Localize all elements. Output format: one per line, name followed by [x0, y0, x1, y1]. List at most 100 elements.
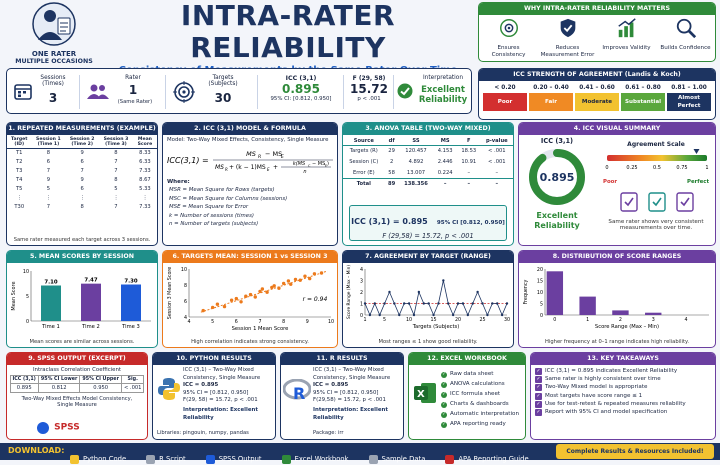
download-item-3[interactable]: SPSS Output	[205, 454, 262, 464]
y-tick-label: 3	[360, 279, 363, 285]
why-item: Reduces Measurement Error	[540, 17, 596, 59]
x-tick-label: 30	[504, 317, 510, 323]
scatter-point	[201, 308, 205, 313]
logo-caption-2: MULTIPLE OCCASIONS	[15, 58, 93, 65]
interpretation-stat: Interpretation Excellent Reliability	[397, 73, 469, 111]
bar	[612, 310, 629, 315]
table-cell: –	[480, 178, 513, 190]
scatter-point	[298, 278, 302, 282]
svg-text:− MS: − MS	[265, 150, 282, 158]
bar-value-label: 7.47	[84, 278, 98, 284]
panel-excel: 12. EXCEL WORKBOOK X ✓ Raw data sheet ✓ ANO…	[408, 352, 526, 440]
table-row: 0.895 0.812 0.950 < .001	[9, 383, 145, 393]
y-tick-label: 4	[360, 267, 363, 273]
table-cell: < .001	[488, 159, 506, 165]
panel6-footer: High correlation indicates strong consis…	[191, 339, 309, 345]
table-header: SS	[398, 137, 434, 146]
x-tick-label: 10	[328, 319, 334, 325]
table-cell: 18.53	[461, 148, 477, 155]
list-item-label: Use for test-retest & repeated measures …	[545, 400, 686, 407]
spss-heading: Intraclass Correlation Coefficient	[32, 367, 122, 373]
f-p: p < .001	[357, 96, 381, 102]
scatter-point	[253, 295, 257, 299]
excel-icon	[281, 454, 291, 464]
bar	[645, 312, 662, 315]
range-point	[496, 302, 499, 305]
panel-mean-scores: 5. MEAN SCORES BY SESSION 0 5 10 7.10 Time 1…	[6, 250, 158, 348]
y-tick-label: 2	[360, 290, 363, 296]
table-row: T1 8 9 8 8.33	[7, 149, 157, 158]
y-tick-label: 5	[26, 294, 29, 300]
range-point	[412, 313, 416, 317]
download-item-4[interactable]: Excel Workbook	[281, 454, 349, 464]
table-cell: 7	[114, 204, 118, 210]
svg-text:C: C	[308, 164, 311, 168]
x-tick-label: Time 3	[121, 324, 140, 330]
table-header: p-value	[480, 137, 513, 146]
strength-range: < 0.20	[494, 85, 516, 91]
range-point	[447, 302, 450, 305]
result-line: F(29,58) = 15.72, p < .001	[313, 397, 386, 404]
document-icon	[445, 454, 455, 464]
range-point	[481, 302, 484, 305]
bar	[579, 296, 596, 315]
svg-text:R: R	[293, 384, 305, 401]
range-point	[500, 313, 504, 317]
check-icon: ✓	[535, 384, 542, 392]
list-item-label: Two-Way Mixed model is appropriate	[545, 384, 648, 391]
table-header: Source	[343, 137, 385, 146]
table-header: Target (ID)	[7, 136, 32, 149]
x-tick-label: 8	[282, 319, 285, 325]
list-item: ✓ Report with 95% CI and model specificat…	[535, 408, 711, 417]
python-libs: Libraries: pingouin, numpy, pandas	[157, 430, 249, 436]
range-point	[368, 313, 372, 317]
scatter-point	[210, 305, 215, 310]
list-item: ✓ ICC formula sheet	[441, 389, 525, 399]
icc-stat: ICC (3,1) 0.895 95% CI: [0.812, 0.950]	[261, 75, 341, 109]
gauge-tick-label: 0.75	[676, 165, 687, 171]
table-cell: < .001	[488, 148, 506, 155]
agreement-gauge: 0 0.25 0.5 0.75 1	[605, 149, 709, 171]
download-item-1[interactable]: Python Code	[70, 454, 126, 464]
panel-spss: 9. SPSS OUTPUT (EXCERPT) Intraclass Corr…	[6, 352, 148, 440]
x-tick-label: 4	[685, 317, 688, 323]
checklist-icon	[620, 192, 638, 212]
list-item-label: ICC (3,1) = 0.895 indicates Excellent Re…	[545, 368, 678, 374]
table-header: Sig.	[120, 375, 145, 384]
download-item-6[interactable]: APA Reporting Guide	[445, 454, 529, 464]
table-row: Targets (R) 29 120.457 4.153 18.53 < .001	[343, 146, 513, 157]
download-item-5[interactable]: Sample Data	[368, 454, 425, 464]
table-cell: 89	[384, 178, 399, 190]
y-axis-label: Frequency	[523, 279, 529, 304]
where-label: Where:	[167, 179, 190, 185]
bar	[546, 271, 564, 315]
f-label: F (29, 58)	[352, 75, 386, 82]
calendar-icon	[14, 84, 32, 100]
y-tick-label: 4	[184, 315, 187, 321]
target-icon	[173, 81, 195, 103]
table-cell: T30	[14, 204, 25, 210]
panel8-footer: Higher frequency at 0–1 range indicates …	[545, 339, 689, 345]
icc-result-box: ICC (3,1) = 0.895 95% CI [0.812, 0.950] …	[349, 205, 507, 241]
range-point	[471, 302, 474, 305]
table-row: T3 7 7 7 7.33	[7, 167, 157, 176]
download-cta-button[interactable]: Complete Results & Resources Included!	[556, 444, 714, 459]
people-icon	[87, 84, 109, 99]
panel-icc-formula: 2. ICC (3,1) MODEL & FORMULA Model: Two-…	[162, 122, 338, 246]
gauge-poor: Poor	[603, 179, 618, 185]
icc-donut: 0.895	[529, 149, 585, 205]
result-line: 95% CI = [0.812, 0.950]	[183, 389, 249, 396]
table-cell: Error (E)	[352, 169, 375, 176]
list-item-label: APA reporting ready	[450, 421, 506, 427]
table-cell: 6	[80, 159, 84, 165]
svg-text:MS: MS	[215, 164, 224, 171]
panel-r: 11. R RESULTS R ICC (3,1) – Two-Way Mixe…	[280, 352, 404, 440]
table-header: Session 1 (Time 1)	[31, 136, 66, 149]
panel2-title: 2. ICC (3,1) MODEL & FORMULA	[163, 123, 337, 135]
download-item-2[interactable]: R Script	[146, 454, 186, 464]
range-point	[402, 302, 406, 305]
icc-formula: ICC(3,1) = MS R − MSE MS R + (k − 1)MS E + k(M…	[167, 150, 333, 175]
table-cell: T5	[16, 186, 23, 192]
y-tick-label: 8	[184, 283, 187, 289]
x-tick-label: 2	[619, 317, 622, 323]
